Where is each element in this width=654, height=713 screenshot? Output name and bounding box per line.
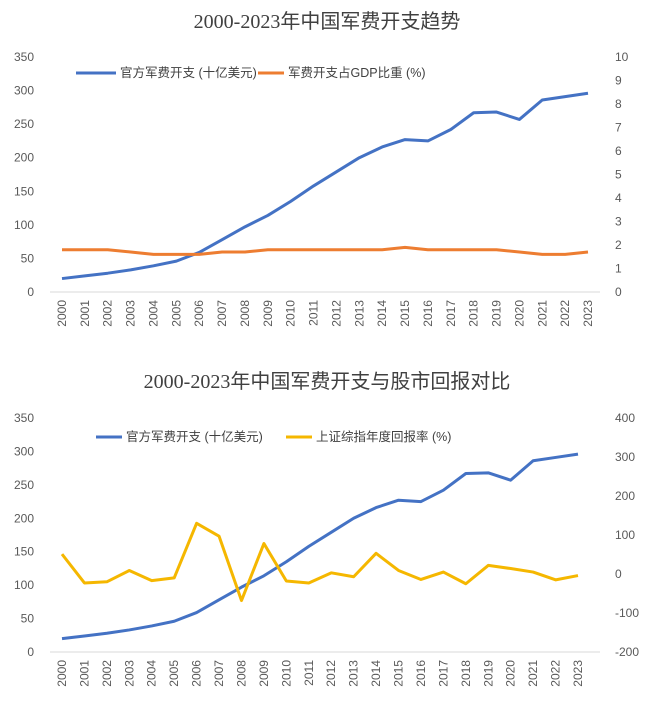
x-tick-label: 2003 [122,660,136,687]
x-tick-label: 2012 [329,300,343,327]
y-right-tick-label: 200 [615,489,635,503]
x-tick-label: 2016 [421,300,435,327]
x-tick-label: 2001 [78,300,92,327]
y-right-tick-label: 300 [615,450,635,464]
series-line-2 [62,245,589,256]
x-tick-label: 2015 [392,660,406,687]
y-right-tick-label: 9 [615,74,622,88]
y-right-tick-label: -200 [615,645,639,659]
series-line-2 [60,521,579,603]
x-tick-label: 2019 [481,660,495,687]
y-left-tick-label: 300 [14,84,34,98]
x-tick-label: 2023 [571,660,585,687]
x-tick-label: 2018 [459,660,473,687]
y-right-tick-label: 5 [615,168,622,182]
x-tick-label: 2006 [192,300,206,327]
x-tick-label: 2002 [100,660,114,687]
y-right-tick-label: -100 [615,606,639,620]
y-right-tick-label: 100 [615,528,635,542]
y-left-tick-label: 300 [14,444,34,458]
x-tick-label: 2000 [55,660,69,687]
y-left-tick-label: 250 [14,478,34,492]
y-right-tick-label: 4 [615,191,622,205]
x-tick-label: 2005 [169,300,183,327]
y-left-tick-label: 150 [14,184,34,198]
x-tick-label: 2007 [212,660,226,687]
y-right-tick-label: 1 [615,262,622,276]
y-right-tick-label: 6 [615,144,622,158]
y-left-tick-label: 50 [21,251,35,265]
y-right-tick-label: 3 [615,215,622,229]
y-left-tick-label: 200 [14,151,34,165]
series-line-1 [61,452,579,641]
series-line-1 [61,91,589,281]
x-tick-label: 2004 [146,300,160,327]
y-right-tick-label: 10 [615,50,629,64]
y-left-tick-label: 350 [14,50,34,64]
y-left-tick-label: 0 [27,285,34,299]
chart-title: 2000-2023年中国军费开支趋势 [194,10,461,33]
x-tick-label: 2010 [284,300,298,327]
x-tick-label: 2005 [167,660,181,687]
x-tick-label: 2023 [581,300,595,327]
legend-label: 官方军费开支 (十亿美元) [120,65,257,80]
y-left-tick-label: 200 [14,511,34,525]
x-tick-label: 2014 [369,660,383,687]
y-right-tick-label: 400 [615,411,635,425]
x-tick-label: 2020 [504,660,518,687]
x-tick-label: 2016 [414,660,428,687]
x-tick-label: 2009 [257,660,271,687]
x-tick-label: 2007 [215,300,229,327]
x-tick-label: 2017 [444,300,458,327]
y-right-tick-label: 0 [615,285,622,299]
y-left-tick-label: 100 [14,578,34,592]
x-tick-label: 2008 [234,660,248,687]
legend-label: 上证综指年度回报率 (%) [316,429,451,444]
y-left-tick-label: 250 [14,117,34,131]
y-left-tick-label: 150 [14,545,34,559]
chart-title: 2000-2023年中国军费开支与股市回报对比 [144,370,511,393]
x-tick-label: 2000 [55,300,69,327]
x-tick-label: 2022 [558,300,572,327]
x-tick-label: 2014 [375,300,389,327]
x-tick-label: 2009 [261,300,275,327]
x-tick-label: 2019 [490,300,504,327]
y-right-tick-label: 8 [615,97,622,111]
y-left-tick-label: 50 [21,612,35,626]
x-tick-label: 2002 [101,300,115,327]
x-tick-label: 2010 [279,660,293,687]
chart-1: 2000-2023年中国军费开支趋势 0 50 100 150 200 250 300 350 0… [14,10,629,327]
y-left-tick-label: 350 [14,411,34,425]
y-left-tick-label: 100 [14,218,34,232]
x-tick-label: 2013 [352,300,366,327]
x-tick-label: 2018 [467,300,481,327]
x-tick-label: 2001 [77,660,91,687]
x-tick-label: 2006 [190,660,204,687]
x-tick-label: 2022 [549,660,563,687]
legend-label: 官方军费开支 (十亿美元) [126,429,263,444]
chart-2: 2000-2023年中国军费开支与股市回报对比 0 50 100 150 200 250 30… [14,370,639,687]
y-right-tick-label: 0 [615,567,622,581]
x-tick-label: 2003 [124,300,138,327]
x-tick-label: 2015 [398,300,412,327]
x-tick-label: 2021 [535,300,549,327]
x-tick-label: 2012 [324,660,338,687]
y-right-tick-label: 7 [615,121,622,135]
x-tick-label: 2017 [436,660,450,687]
x-tick-label: 2004 [145,660,159,687]
x-tick-label: 2008 [238,300,252,327]
x-tick-label: 2020 [512,300,526,327]
y-left-tick-label: 0 [27,645,34,659]
legend-label: 军费开支占GDP比重 (%) [288,65,426,80]
x-tick-label: 2021 [526,660,540,687]
y-right-tick-label: 2 [615,238,622,252]
x-tick-label: 2011 [302,660,316,686]
x-tick-label: 2011 [307,300,321,326]
x-tick-label: 2013 [347,660,361,687]
